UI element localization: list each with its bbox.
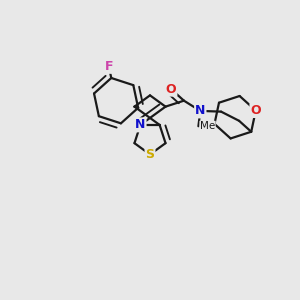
- Text: S: S: [146, 148, 154, 161]
- Text: O: O: [250, 104, 261, 117]
- Text: Me: Me: [200, 121, 215, 131]
- Text: O: O: [166, 82, 176, 96]
- Text: F: F: [105, 60, 113, 73]
- Text: N: N: [135, 118, 146, 131]
- Text: N: N: [195, 104, 206, 117]
